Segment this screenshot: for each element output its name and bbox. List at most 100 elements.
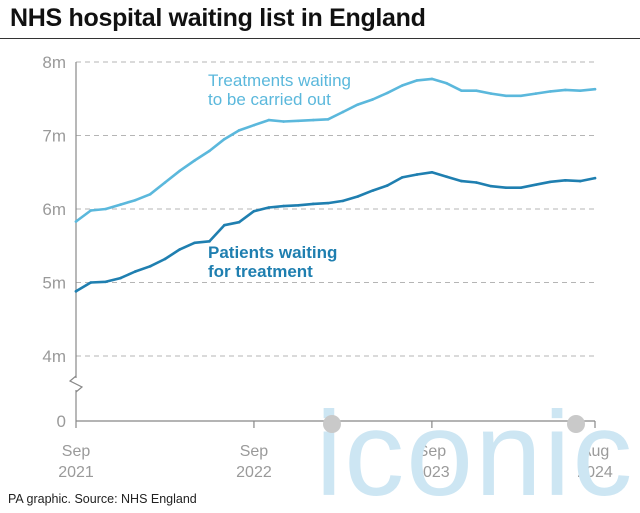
data-point	[371, 98, 374, 101]
data-point	[89, 209, 93, 212]
series-label: Patients waiting	[208, 243, 337, 262]
data-point	[593, 87, 597, 91]
y-tick-label: 8m	[42, 53, 66, 72]
x-tick-label-year: 2023	[414, 464, 450, 481]
source-note: PA graphic. Source: NHS England	[8, 492, 197, 506]
axes: 0 4m 5m 6m 7m 8m Sep 2021 Sep 2022 Sep 2023 Aug 2024	[42, 53, 613, 481]
series	[74, 77, 597, 293]
data-point	[252, 209, 256, 213]
data-point	[400, 84, 404, 87]
watermark: iconic	[316, 387, 635, 513]
data-point	[282, 204, 285, 208]
data-point	[311, 118, 315, 122]
data-point	[578, 179, 582, 183]
data-point	[371, 189, 374, 192]
x-tick-label-year: 2022	[236, 464, 272, 481]
data-point	[460, 89, 463, 92]
data-point	[311, 202, 315, 206]
y-tick-label: 4m	[42, 347, 66, 366]
x-tick-label: Sep	[62, 443, 91, 460]
data-point	[504, 186, 508, 189]
data-point	[504, 94, 508, 98]
x-tick-label-year: 2021	[58, 464, 94, 481]
data-point	[104, 207, 107, 211]
data-point	[237, 129, 241, 132]
data-point	[178, 248, 182, 251]
x-tick-label-year: 2024	[577, 464, 613, 481]
data-point	[267, 206, 271, 209]
data-point	[445, 82, 449, 85]
data-point	[400, 176, 404, 179]
series-line-treatments	[74, 77, 597, 223]
y-tick-label: 7m	[42, 127, 66, 146]
y-tick-label: 0	[57, 412, 66, 431]
axis-break-mark	[68, 375, 84, 393]
data-point	[134, 198, 137, 202]
data-point	[104, 280, 107, 284]
data-point	[163, 257, 167, 261]
data-point	[148, 193, 152, 196]
title-divider	[0, 38, 640, 39]
data-point	[119, 203, 122, 206]
y-tick-label: 6m	[42, 200, 66, 219]
watermark-text: iconic	[316, 387, 635, 513]
x-tick-label: Sep	[418, 443, 447, 460]
watermark-dot	[567, 415, 585, 433]
series-label: Treatments waiting	[208, 71, 351, 90]
data-point	[578, 89, 582, 92]
data-point	[74, 290, 78, 293]
data-point	[267, 118, 271, 122]
series-label: to be carried out	[208, 90, 331, 109]
data-point	[341, 110, 345, 114]
data-point	[593, 176, 597, 180]
data-point	[415, 79, 419, 82]
x-tick-label: Aug	[581, 443, 609, 460]
chart-title: NHS hospital waiting list in England	[10, 4, 426, 32]
data-point	[475, 89, 478, 92]
watermark-dot	[323, 415, 341, 433]
data-point	[74, 220, 78, 223]
data-point	[445, 175, 449, 178]
data-point	[489, 184, 493, 188]
data-point	[519, 94, 523, 98]
data-point	[208, 240, 211, 243]
gridlines	[76, 61, 595, 357]
data-point	[148, 265, 152, 268]
data-point	[460, 179, 463, 183]
data-point	[534, 183, 537, 187]
data-point	[564, 179, 567, 182]
data-point	[208, 149, 211, 153]
data-point	[341, 199, 345, 203]
data-point	[549, 90, 552, 93]
data-point	[193, 159, 196, 162]
series-line-patients	[74, 171, 597, 293]
data-point	[386, 184, 389, 187]
data-point	[326, 201, 330, 205]
x-tick-label: Sep	[240, 443, 269, 460]
data-point	[549, 180, 552, 184]
data-point	[297, 204, 300, 207]
data-point	[386, 91, 389, 95]
data-point	[356, 195, 360, 198]
data-point	[489, 92, 493, 95]
data-point	[193, 241, 196, 245]
data-point	[237, 220, 241, 224]
data-point	[519, 186, 523, 189]
series-label: for treatment	[208, 262, 313, 281]
y-tick-label: 5m	[42, 274, 66, 293]
data-point	[163, 181, 167, 184]
data-point	[534, 92, 537, 95]
data-point	[430, 77, 434, 81]
data-point	[222, 223, 226, 227]
data-point	[252, 123, 256, 127]
data-point	[415, 173, 419, 176]
data-point	[564, 88, 567, 92]
data-point	[282, 120, 285, 123]
data-point	[356, 103, 360, 106]
data-point	[178, 169, 182, 173]
data-point	[475, 181, 478, 184]
data-point	[222, 137, 226, 141]
data-point	[326, 118, 330, 121]
